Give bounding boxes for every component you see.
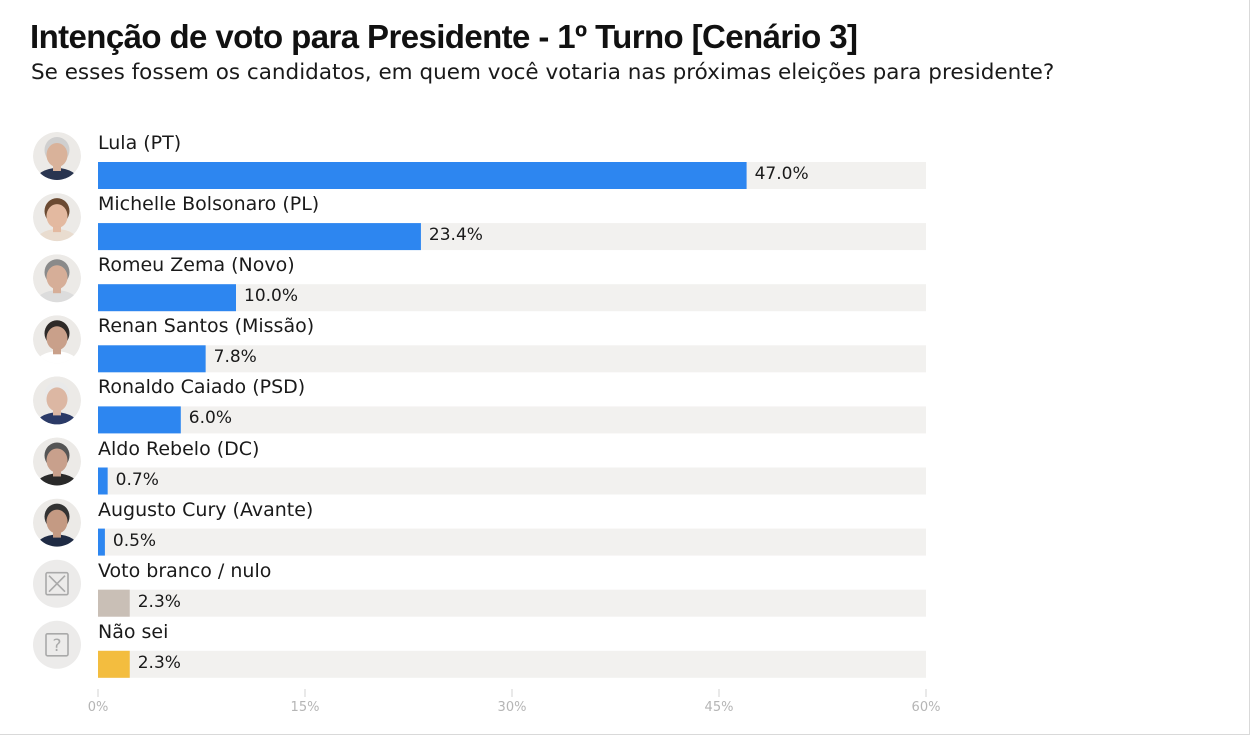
data-label: 0.5% [112,530,157,551]
bar [98,162,747,189]
bar-track [98,528,926,556]
candidate-avatar [33,498,81,547]
category-label: Voto branco / nulo [98,559,272,582]
bar-track [98,345,926,373]
dont-know-icon [33,620,81,669]
category-label: Augusto Cury (Avante) [98,498,314,521]
x-box-icon [45,571,69,596]
data-label: 10.0% [244,286,299,307]
data-label: 47.0% [754,164,809,184]
data-label: 6.0% [188,408,232,429]
bar-track [98,406,926,434]
candidate-avatar [33,132,81,180]
bar [98,345,206,373]
x-tick-label: 15% [290,700,320,715]
data-label: 0.7% [115,469,159,490]
x-tick-label: 30% [497,700,527,715]
candidate-avatar [33,193,81,242]
bar-track [98,589,926,617]
question-box-icon [45,632,69,657]
candidate-avatar [33,376,81,425]
bar-track [98,650,926,678]
x-tick-label: 0% [87,700,109,715]
x-tick-label: 60% [911,700,941,715]
bar [98,406,181,434]
chart-title: Intenção de voto para Presidente - 1º Tu… [30,18,858,55]
question-mark-glyph: ? [52,636,61,656]
data-label: 7.8% [213,347,257,368]
category-label: Michelle Bolsonaro (PL) [98,193,320,216]
data-label: 23.4% [428,225,483,246]
x-tick-label: 45% [704,700,734,715]
bar [98,223,421,251]
category-label: Lula (PT) [98,132,182,154]
chart-subtitle: Se esses fossem os candidatos, em quem v… [31,60,1055,85]
candidate-avatar [33,254,81,303]
x-mark-line [48,575,66,593]
bar-track [98,467,926,495]
category-label: Renan Santos (Missão) [98,315,315,338]
bar [98,589,130,617]
bar [98,467,108,495]
category-label: Ronaldo Caiado (PSD) [98,376,306,399]
bar [98,284,236,312]
candidate-avatar [33,315,81,364]
category-label: Não sei [98,620,169,643]
category-label: Romeu Zema (Novo) [98,254,295,277]
data-label: 2.3% [137,591,181,612]
bar [98,528,105,556]
category-label: Aldo Rebelo (DC) [98,437,260,460]
candidate-avatar [33,437,81,486]
data-label: 2.3% [137,652,181,673]
bar [98,650,130,678]
